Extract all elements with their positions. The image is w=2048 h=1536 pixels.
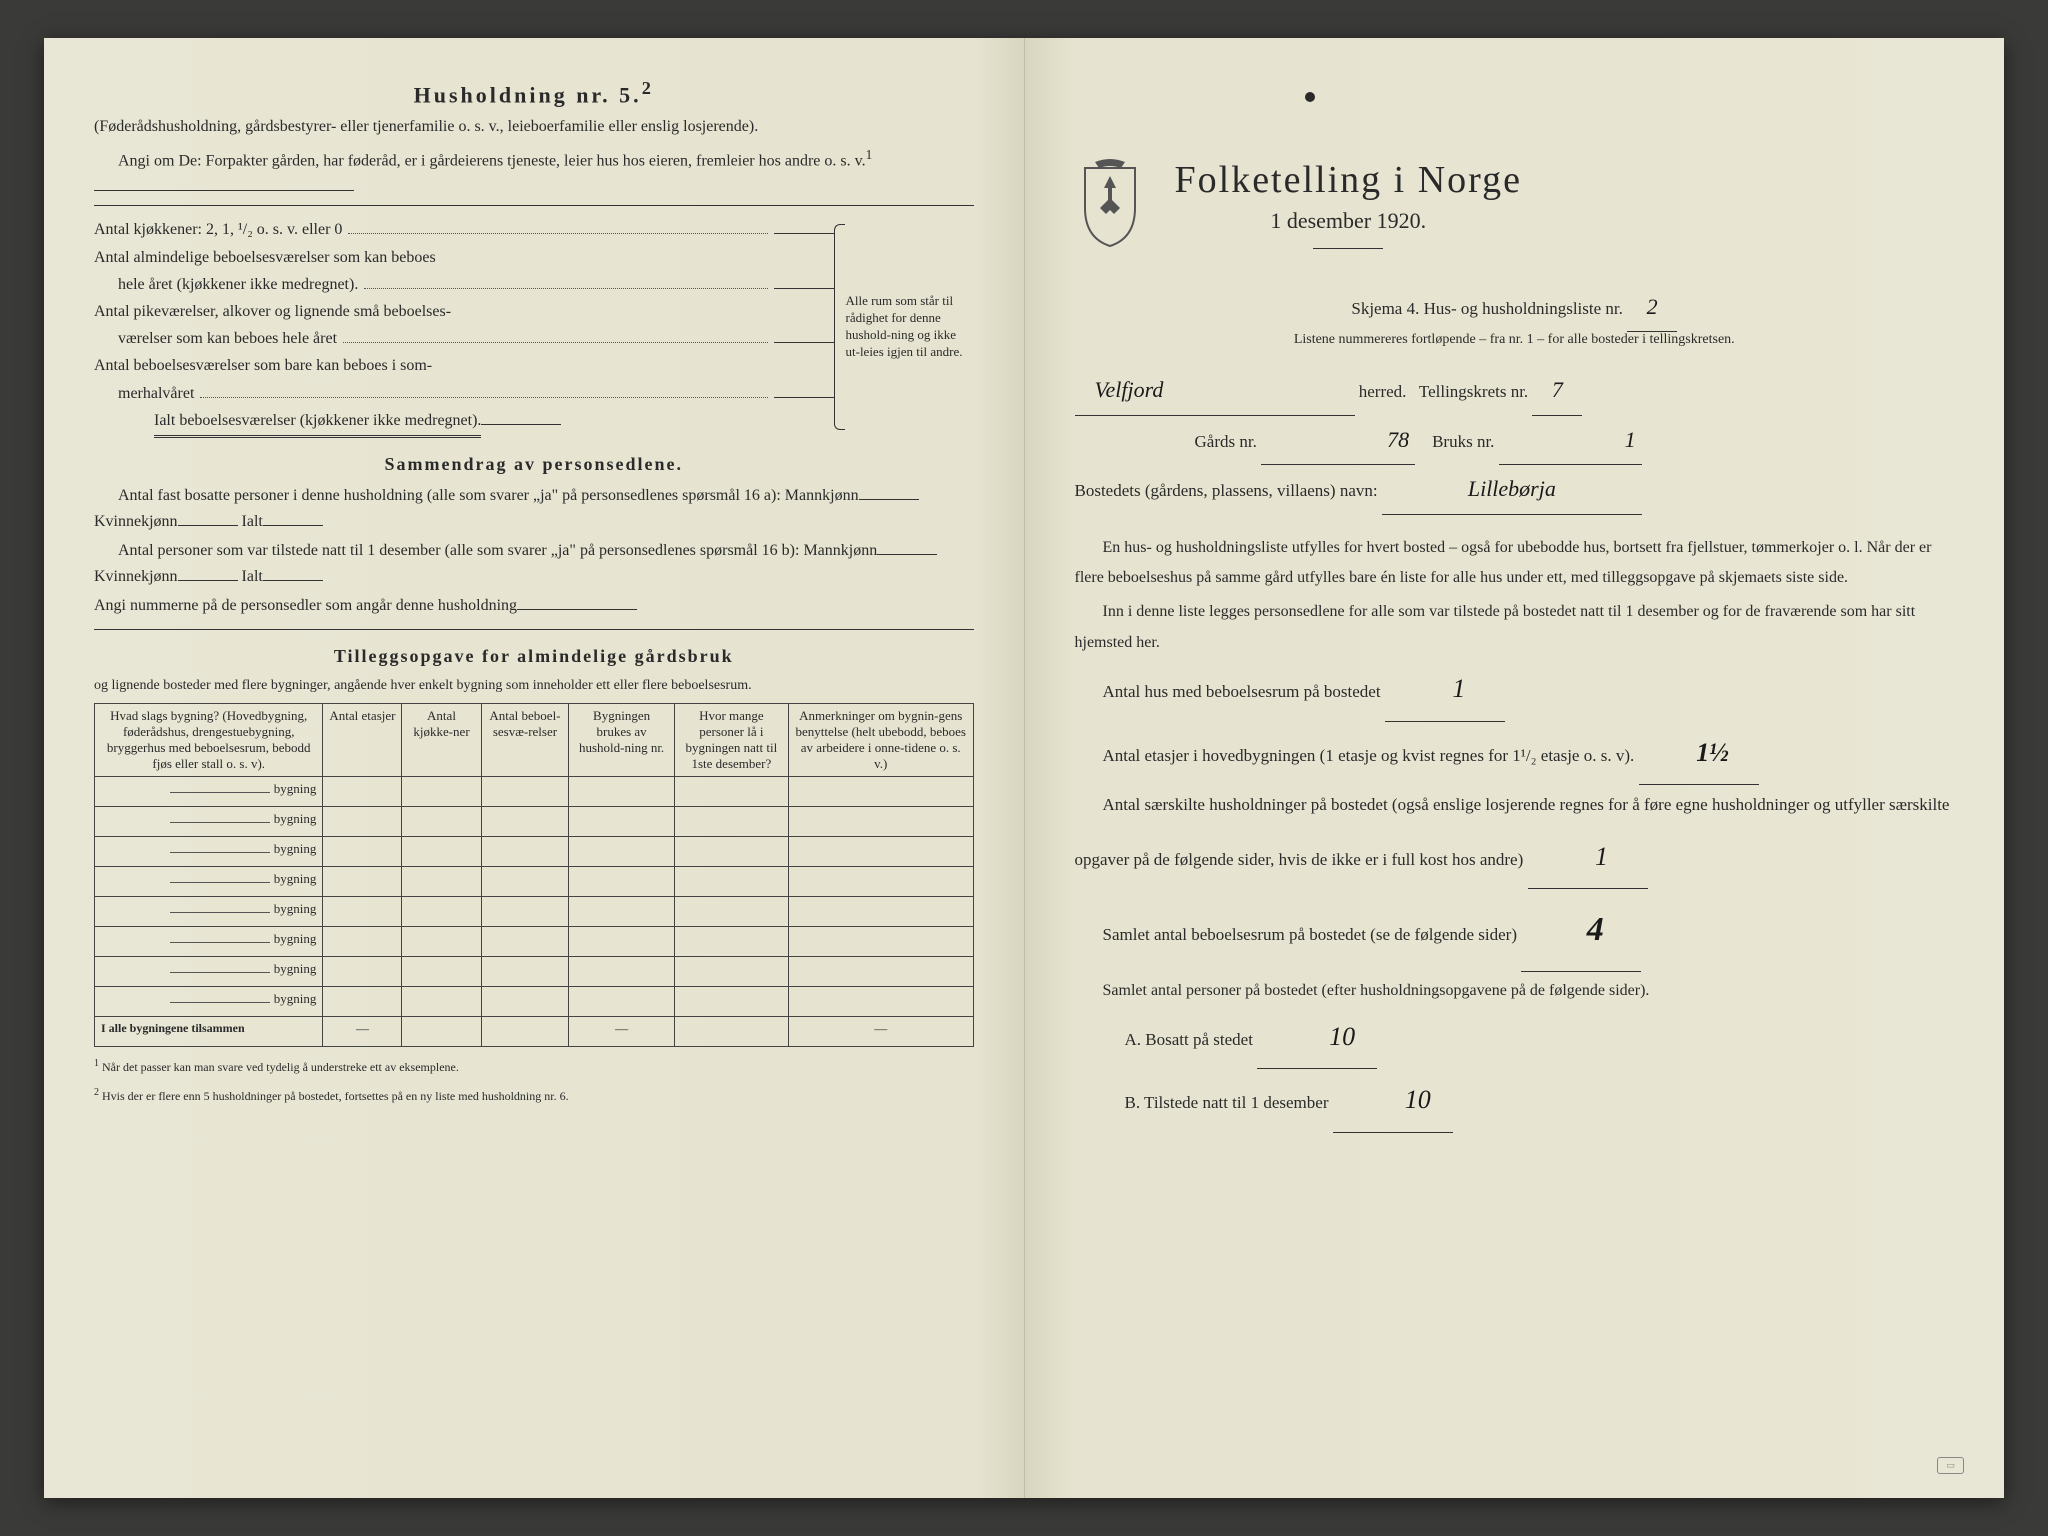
summary-title: Sammendrag av personsedlene. <box>94 454 974 475</box>
samlet-personer-text: Samlet antal personer på bostedet (efter… <box>1075 976 1955 1006</box>
list-number-value: 2 <box>1627 283 1677 332</box>
divider-icon <box>1313 248 1383 249</box>
table-row: bygning <box>95 957 974 987</box>
table-row: bygning <box>95 807 974 837</box>
summary-line-1: Antal fast bosatte personer i denne hush… <box>94 483 974 534</box>
gards-value: 78 <box>1261 416 1415 465</box>
household-prompt: Angi om De: Forpakter gården, har føderå… <box>94 144 974 200</box>
right-page: Folketelling i Norge 1 desember 1920. Sk… <box>1025 38 2005 1498</box>
header-block: Folketelling i Norge 1 desember 1920. <box>1075 158 1955 263</box>
antal-etasjer-value: 1½ <box>1696 738 1729 767</box>
footnote-2: 2 Hvis der er flere enn 5 husholdninger … <box>94 1086 974 1105</box>
herred-value: Velfjord <box>1075 366 1355 415</box>
bosatt-line: A. Bosatt på stedet 10 <box>1075 1006 1955 1069</box>
samlet-rum-value: 4 <box>1587 911 1604 948</box>
summary-line-3: Angi nummerne på de personsedler som ang… <box>94 593 974 619</box>
household-intro: (Føderådshusholdning, gårdsbestyrer- ell… <box>94 114 974 140</box>
table-row: bygning <box>95 777 974 807</box>
antal-etasjer-line: Antal etasjer i hovedbygningen (1 etasje… <box>1075 722 1955 785</box>
antal-husholdninger-value: 1 <box>1595 842 1608 871</box>
listene-note: Listene nummereres fortløpende – fra nr.… <box>1075 332 1955 348</box>
rooms-block: Antal kjøkkener: 2, 1, ¹/₂ o. s. v. elle… <box>94 216 974 438</box>
gards-line: Gårds nr. 78 Bruks nr. 1 <box>1075 416 1955 465</box>
tellingskrets-value: 7 <box>1532 366 1582 415</box>
tillegg-sub: og lignende bosteder med flere bygninger… <box>94 675 974 697</box>
bosted-line: Bostedets (gårdens, plassens, villaens) … <box>1075 465 1955 514</box>
table-header-row: Hvad slags bygning? (Hovedbygning, føder… <box>95 704 974 777</box>
bosted-value: Lillebørja <box>1382 465 1642 514</box>
table-row: bygning <box>95 897 974 927</box>
brace-note: Alle rum som står til rådighet for denne… <box>834 216 974 438</box>
coat-of-arms-icon <box>1075 158 1145 248</box>
left-page: Husholdning nr. 5.2 (Føderådshusholdning… <box>44 38 1025 1498</box>
census-date: 1 desember 1920. <box>1175 208 1523 234</box>
paragraph-1: En hus- og husholdningsliste utfylles fo… <box>1075 533 1955 594</box>
table-row: bygning <box>95 867 974 897</box>
table-row: bygning <box>95 837 974 867</box>
document-spread: Husholdning nr. 5.2 (Føderådshusholdning… <box>44 38 2004 1498</box>
tillegg-title: Tilleggsopgave for almindelige gårdsbruk <box>94 646 974 667</box>
tilstede-line: B. Tilstede natt til 1 desember 10 <box>1075 1069 1955 1132</box>
household-title: Husholdning nr. 5.2 <box>94 78 974 108</box>
herred-line: Velfjord herred. Tellingskrets nr. 7 <box>1075 366 1955 415</box>
table-row: bygning <box>95 987 974 1017</box>
tilstede-value: 10 <box>1405 1085 1431 1114</box>
punch-hole-icon <box>1305 92 1315 102</box>
antal-husholdninger-line: Antal særskilte husholdninger på bostede… <box>1075 785 1955 889</box>
samlet-rum-line: Samlet antal beboelsesrum på bostedet (s… <box>1075 889 1955 972</box>
skjema-line: Skjema 4. Hus- og husholdningsliste nr. … <box>1075 283 1955 332</box>
table-total-row: I alle bygningene tilsammen ——— <box>95 1017 974 1047</box>
paragraph-2: Inn i denne liste legges personsedlene f… <box>1075 597 1955 658</box>
footnote-1: 1 Når det passer kan man svare ved tydel… <box>94 1057 974 1076</box>
building-table: Hvad slags bygning? (Hovedbygning, føder… <box>94 703 974 1047</box>
main-title: Folketelling i Norge <box>1175 158 1523 202</box>
bosatt-value: 10 <box>1329 1022 1355 1051</box>
bruks-value: 1 <box>1499 416 1642 465</box>
summary-line-2: Antal personer som var tilstede natt til… <box>94 538 974 589</box>
printer-stamp: ▭ <box>1937 1457 1964 1474</box>
antal-hus-line: Antal hus med beboelsesrum på bostedet 1 <box>1075 658 1955 721</box>
antal-hus-value: 1 <box>1452 674 1465 703</box>
table-row: bygning <box>95 927 974 957</box>
